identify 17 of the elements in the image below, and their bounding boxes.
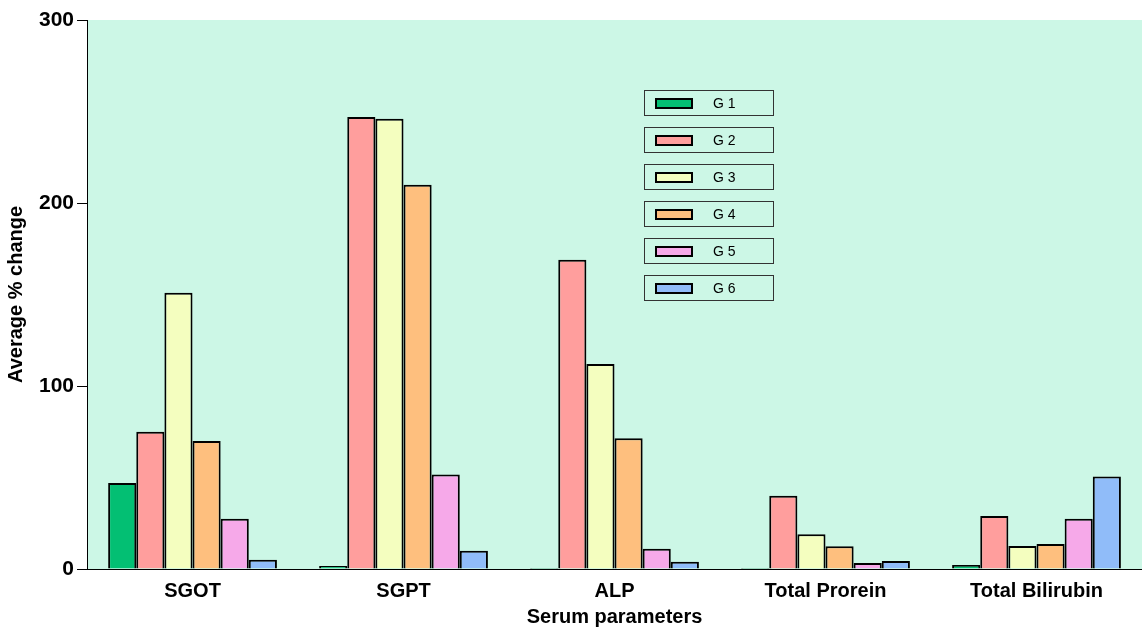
x-tick-label: Total Bilirubin	[970, 578, 1103, 601]
legend-label: G 3	[713, 169, 736, 185]
y-tick-label: 300	[38, 6, 75, 30]
x-tick-label: Total Prorein	[764, 578, 887, 601]
y-tick-label: 100	[38, 372, 75, 396]
legend-label: G 1	[713, 95, 736, 111]
legend-label: G 6	[713, 280, 736, 296]
legend-label: G 4	[713, 206, 736, 222]
x-tick-label: SGPT	[376, 578, 431, 601]
x-axis-title: Serum parameters	[526, 604, 703, 627]
y-tick-label: 0	[62, 555, 75, 579]
y-tick-label: 200	[38, 189, 75, 213]
x-tick-label: SGOT	[164, 578, 221, 601]
legend-label: G 2	[713, 132, 736, 148]
y-axis-title: Average % change	[3, 205, 26, 384]
x-tick-label: ALP	[594, 578, 635, 601]
legend-label: G 5	[713, 243, 736, 259]
